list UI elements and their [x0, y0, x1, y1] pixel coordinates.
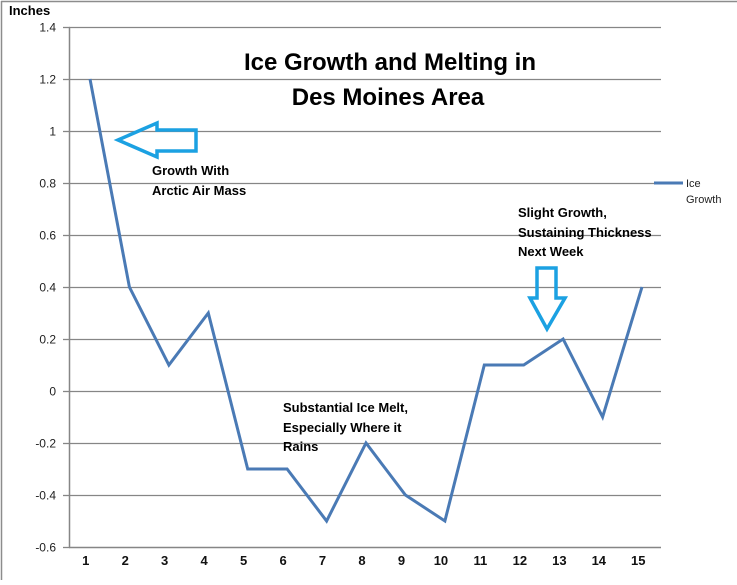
y-tick-label: -0.4 — [35, 489, 56, 503]
x-tick-label: 13 — [552, 553, 566, 568]
x-tick-label: 4 — [201, 553, 209, 568]
y-axis-title: Inches — [9, 3, 50, 18]
y-axis-labels: 1.4 1.2 1 0.8 0.6 0.4 0.2 0 -0.2 -0.4 -0.6 — [35, 21, 56, 555]
y-tick-label: 1 — [49, 125, 56, 139]
annotation-melt-line-2: Especially Where it — [283, 420, 402, 435]
legend-label-line-1: Ice — [686, 178, 701, 190]
y-tick-label: 1.4 — [39, 21, 56, 35]
y-tick-label: 0 — [49, 385, 56, 399]
x-tick-label: 5 — [240, 553, 247, 568]
annotation-slight-growth: Slight Growth, Sustaining Thickness Next… — [518, 205, 652, 333]
x-tick-label: 11 — [474, 553, 488, 568]
y-tick-label: 0.4 — [39, 281, 56, 295]
chart-title-line-2: Des Moines Area — [292, 84, 485, 111]
left-arrow-icon — [113, 120, 198, 160]
x-tick-label: 2 — [122, 553, 129, 568]
annotation-arctic-line-1: Growth With — [152, 163, 229, 178]
annotation-slight-line-1: Slight Growth, — [518, 205, 607, 220]
x-tick-label: 1 — [82, 553, 89, 568]
x-tick-label: 7 — [319, 553, 326, 568]
series-line-ice-growth — [88, 78, 644, 524]
y-tick-label: 1.2 — [39, 73, 56, 87]
x-tick-label: 9 — [398, 553, 405, 568]
x-tick-label: 14 — [592, 553, 607, 568]
annotation-slight-line-2: Sustaining Thickness — [518, 225, 652, 240]
y-tick-label: 0.8 — [39, 177, 56, 191]
down-arrow-icon — [527, 266, 569, 333]
x-tick-label: 15 — [631, 553, 645, 568]
legend: Ice Growth — [654, 178, 721, 206]
y-tick-label: 0.2 — [39, 333, 56, 347]
annotation-melt-line-3: Rains — [283, 439, 318, 454]
x-tick-label: 3 — [161, 553, 168, 568]
chart-title-line-1: Ice Growth and Melting in — [244, 49, 536, 76]
annotation-slight-line-3: Next Week — [518, 244, 584, 259]
annotation-melt: Substantial Ice Melt, Especially Where i… — [283, 400, 408, 454]
x-axis-labels: 1 2 3 4 5 6 7 8 9 10 11 12 13 14 15 — [82, 553, 645, 568]
y-tick-label: -0.6 — [35, 541, 56, 555]
annotation-melt-line-1: Substantial Ice Melt, — [283, 400, 408, 415]
annotation-arctic: Growth With Arctic Air Mass — [113, 120, 246, 198]
y-tick-label: -0.2 — [35, 437, 56, 451]
x-tick-label: 12 — [513, 553, 527, 568]
legend-label-line-2: Growth — [686, 194, 721, 206]
y-tick-label: 0.6 — [39, 229, 56, 243]
x-tick-label: 8 — [358, 553, 365, 568]
x-tick-label: 10 — [434, 553, 448, 568]
x-tick-label: 6 — [279, 553, 286, 568]
annotation-arctic-line-2: Arctic Air Mass — [152, 183, 246, 198]
